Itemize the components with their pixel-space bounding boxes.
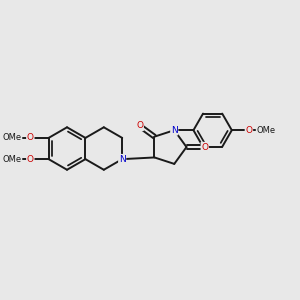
Text: O: O [245,126,252,135]
Text: O: O [201,142,208,152]
Text: OMe: OMe [2,154,22,164]
Text: O: O [136,122,143,130]
Text: N: N [119,154,126,164]
Text: OMe: OMe [256,126,276,135]
Text: OMe: OMe [2,134,22,142]
Text: O: O [27,134,34,142]
Text: N: N [171,126,178,135]
Text: O: O [27,154,34,164]
